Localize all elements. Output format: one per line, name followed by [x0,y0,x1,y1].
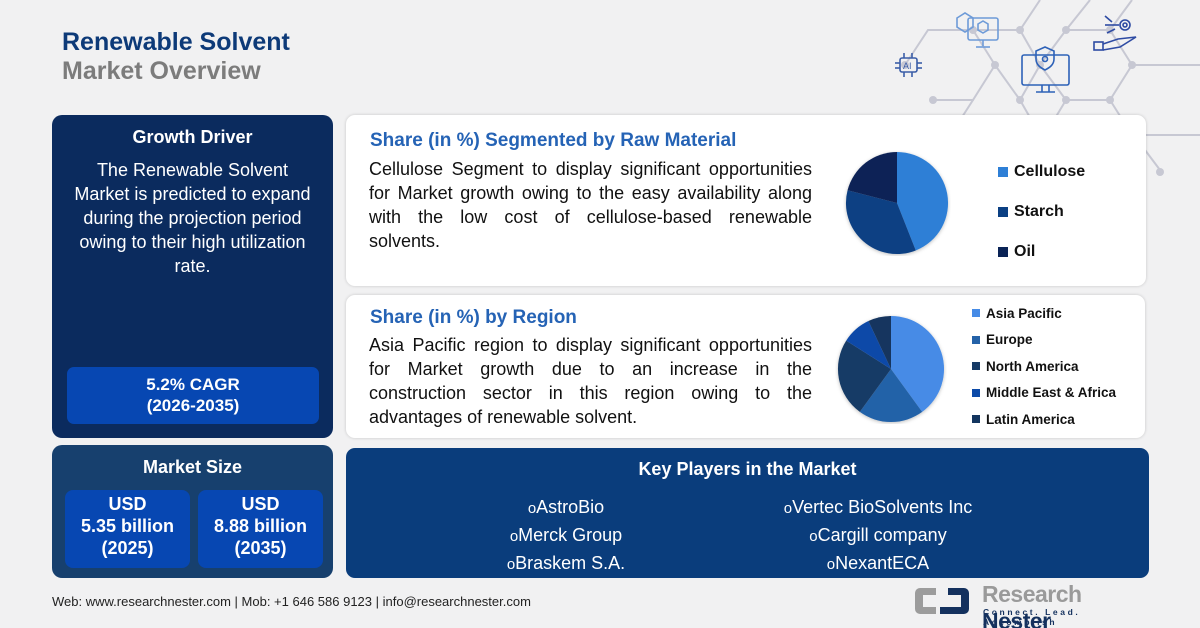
cagr-badge: 5.2% CAGR (2026-2035) [67,367,319,424]
market-size-heading: Market Size [142,457,243,477]
legend-swatch [972,388,980,397]
growth-driver-text: The Renewable Solvent Market is predicte… [74,160,311,276]
legend-swatch [972,415,980,424]
legend-item: Europe [972,327,1116,354]
legend-item: Starch [998,192,1085,232]
title-line-1: Renewable Solvent [62,28,290,56]
key-players-right-list: Vertec BioSolvents Inc Cargill company N… [728,494,1028,578]
security-monitor-icon [1021,46,1070,93]
pie-slice-latin-america [868,315,891,369]
legend-item: Latin America [972,406,1116,433]
pie-slice-north-america [837,340,891,412]
market-size-2035: USD 8.88 billion (2035) [198,490,323,568]
title-line-2: Market Overview [62,57,261,85]
amount: 8.88 billion [213,516,308,536]
currency: USD [108,494,147,514]
pie-slice-europe [859,369,923,423]
legend-label: Starch [1014,203,1064,220]
region-pie-chart [837,315,945,423]
region-legend: Asia Pacific Europe North America Middle… [972,300,1116,433]
raw-material-card: Share (in %) Segmented by Raw Material C… [346,115,1146,286]
raw-material-pie-chart [845,151,949,255]
research-nester-logo: Research Nester Connect. Lead. Accomplis… [912,581,1152,628]
player-item: Vertec BioSolvents Inc [728,494,1028,522]
legend-item: Cellulose [998,152,1085,192]
legend-swatch [998,247,1008,257]
cagr-period: (2026-2035) [146,396,240,415]
legend-item: Oil [998,232,1085,272]
region-heading: Share (in %) by Region [370,307,577,328]
ai-chip-icon: AI [895,53,922,77]
logo-name: Research Nester [982,581,1152,628]
logo-name-part2: Nester [982,608,1051,628]
region-card: Share (in %) by Region Asia Pacific regi… [346,295,1145,438]
page-title: Renewable Solvent Market Overview [62,28,290,86]
legend-swatch [972,362,980,371]
key-players-heading: Key Players in the Market [638,459,857,479]
legend-label: North America [986,358,1079,374]
market-size-panel: Market Size USD 5.35 billion (2025) USD … [52,445,333,578]
logo-name-part1: Research [982,581,1082,607]
legend-swatch [998,207,1008,217]
currency: USD [241,494,280,514]
market-size-2025: USD 5.35 billion (2025) [65,490,190,568]
pie-slice-cellulose [897,151,949,251]
legend-label: Europe [986,332,1033,348]
year: (2025) [101,538,154,558]
footer-contact: Web: www.researchnester.com | Mob: +1 64… [52,594,531,609]
legend-label: Oil [1014,243,1036,260]
player-item: NexantECA [728,550,1028,578]
3d-cube-monitor-icon [956,12,999,48]
player-item: Braskem S.A. [416,550,716,578]
key-players-left-list: AstroBio Merck Group Braskem S.A. [416,494,716,578]
growth-driver-heading: Growth Driver [132,127,253,147]
legend-label: Latin America [986,411,1075,427]
key-players-panel: Key Players in the Market AstroBio Merck… [346,448,1149,578]
logo-tagline: Connect. Lead. Accomplish [983,607,1081,627]
legend-swatch [972,335,980,344]
svg-text:AI: AI [903,61,912,71]
player-item: AstroBio [416,494,716,522]
player-item: Merck Group [416,522,716,550]
legend-swatch [972,309,980,318]
pie-slice-middle-east-africa [846,321,891,369]
year: (2035) [234,538,287,558]
legend-item: North America [972,353,1116,380]
pie-slice-starch [845,190,916,255]
raw-material-legend: Cellulose Starch Oil [998,152,1085,272]
amount: 5.35 billion [80,516,175,536]
cagr-value: 5.2% CAGR [146,375,240,394]
logo-mark-icon [915,588,969,614]
growth-driver-panel: Growth Driver The Renewable Solvent Mark… [52,115,333,438]
robot-hand-gear-icon [1093,15,1137,51]
region-text: Asia Pacific region to display significa… [369,335,812,427]
legend-swatch [998,167,1008,177]
raw-material-heading: Share (in %) Segmented by Raw Material [370,130,737,151]
pie-slice-oil [847,151,897,203]
legend-label: Cellulose [1014,163,1086,180]
legend-item: Asia Pacific [972,300,1116,327]
player-item: Cargill company [728,522,1028,550]
legend-item: Middle East & Africa [972,380,1116,407]
pie-slice-asia-pacific [891,315,945,412]
legend-label: Middle East & Africa [986,385,1117,401]
raw-material-text: Cellulose Segment to display significant… [369,159,812,251]
legend-label: Asia Pacific [986,305,1062,321]
